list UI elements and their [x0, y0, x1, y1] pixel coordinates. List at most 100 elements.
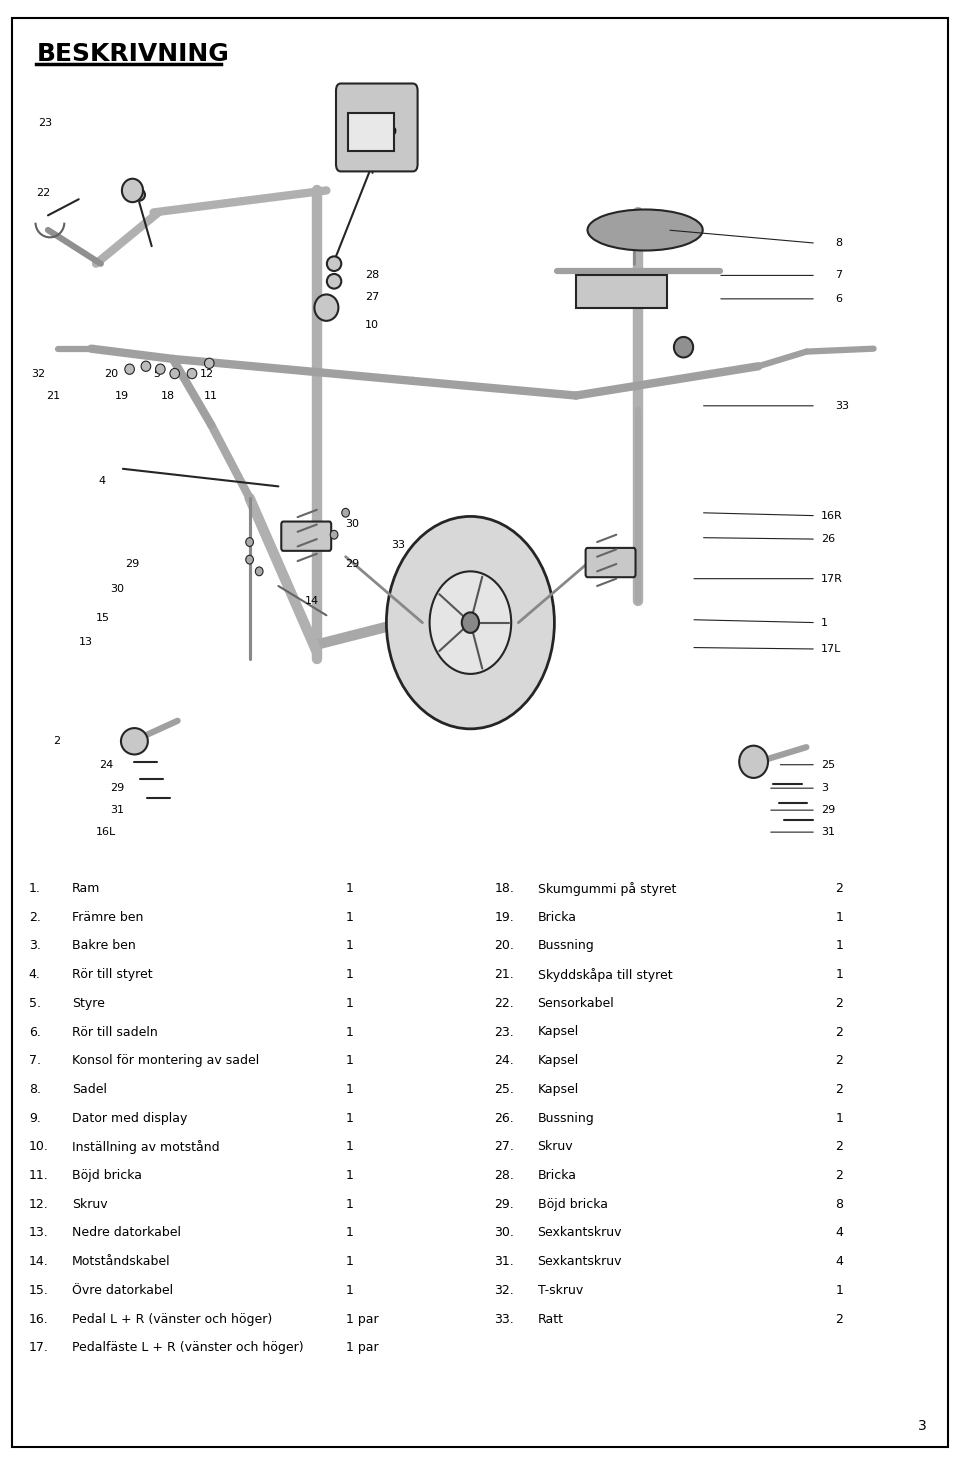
Text: 14.: 14.: [29, 1256, 49, 1269]
Text: 1 par: 1 par: [346, 1313, 378, 1326]
Text: Bakre ben: Bakre ben: [72, 939, 135, 952]
Text: 24.: 24.: [494, 1055, 515, 1067]
Text: 31: 31: [821, 828, 835, 837]
Text: 1: 1: [835, 939, 843, 952]
Text: 1 par: 1 par: [346, 1342, 378, 1354]
Text: 26: 26: [821, 535, 835, 544]
Text: Kapsel: Kapsel: [538, 1055, 579, 1067]
Text: 20.: 20.: [494, 939, 515, 952]
Text: 2: 2: [53, 737, 60, 746]
Ellipse shape: [255, 567, 263, 576]
Text: 20: 20: [104, 369, 118, 378]
FancyBboxPatch shape: [586, 548, 636, 577]
Text: 10.: 10.: [29, 1140, 49, 1153]
Ellipse shape: [462, 612, 479, 633]
Text: 1: 1: [835, 1112, 843, 1125]
Ellipse shape: [429, 571, 511, 674]
Text: 1: 1: [835, 911, 843, 923]
Text: Sensorkabel: Sensorkabel: [538, 996, 614, 1009]
Ellipse shape: [326, 256, 342, 271]
Text: Bussning: Bussning: [538, 1112, 594, 1125]
Text: 2: 2: [835, 1083, 843, 1096]
FancyBboxPatch shape: [281, 522, 331, 551]
Text: 19: 19: [115, 391, 130, 400]
Text: 6: 6: [835, 294, 842, 303]
Text: Rör till sadeln: Rör till sadeln: [72, 1026, 157, 1039]
Text: 4.: 4.: [29, 968, 40, 982]
Text: 3: 3: [918, 1418, 926, 1433]
Ellipse shape: [187, 368, 197, 379]
Text: 19.: 19.: [494, 911, 515, 923]
Text: 31.: 31.: [494, 1256, 515, 1269]
Text: 30: 30: [110, 585, 125, 593]
Text: 9: 9: [389, 127, 396, 136]
Text: 22.: 22.: [494, 996, 515, 1009]
Text: 1: 1: [346, 939, 353, 952]
Text: 22: 22: [36, 189, 51, 198]
Text: 2: 2: [835, 1313, 843, 1326]
Text: 1: 1: [346, 1140, 353, 1153]
Text: 4: 4: [99, 476, 106, 485]
Text: 13: 13: [79, 637, 93, 646]
Text: 1: 1: [346, 1026, 353, 1039]
Text: 1: 1: [821, 618, 828, 627]
Text: Motståndskabel: Motståndskabel: [72, 1256, 171, 1269]
Text: 3.: 3.: [29, 939, 40, 952]
Text: BESKRIVNING: BESKRIVNING: [36, 42, 229, 66]
Text: 7.: 7.: [29, 1055, 40, 1067]
Text: 2: 2: [835, 1169, 843, 1182]
Text: 2: 2: [835, 996, 843, 1009]
Text: 26.: 26.: [494, 1112, 515, 1125]
Text: 4: 4: [835, 1256, 843, 1269]
Text: Rör till styret: Rör till styret: [72, 968, 153, 982]
Text: 17R: 17R: [821, 574, 843, 583]
Text: 23.: 23.: [494, 1026, 515, 1039]
Text: 29.: 29.: [494, 1198, 515, 1210]
Text: 3: 3: [821, 784, 828, 793]
Text: Bricka: Bricka: [538, 911, 577, 923]
Ellipse shape: [386, 517, 555, 730]
Text: 1: 1: [346, 882, 353, 895]
Text: 18: 18: [161, 391, 176, 400]
Text: 1: 1: [346, 1283, 353, 1297]
Text: Pedalfäste L + R (vänster och höger): Pedalfäste L + R (vänster och höger): [72, 1342, 303, 1354]
Text: 27: 27: [365, 293, 379, 302]
Ellipse shape: [121, 728, 148, 754]
Text: 28.: 28.: [494, 1169, 515, 1182]
Text: 5: 5: [154, 369, 160, 378]
Text: 33: 33: [835, 401, 850, 410]
Text: 6.: 6.: [29, 1026, 40, 1039]
Text: Inställning av motstånd: Inställning av motstånd: [72, 1140, 220, 1154]
Ellipse shape: [342, 508, 349, 517]
Text: Böjd bricka: Böjd bricka: [538, 1198, 608, 1210]
Text: 13.: 13.: [29, 1226, 49, 1239]
Text: Skruv: Skruv: [538, 1140, 573, 1153]
Text: 29: 29: [125, 560, 139, 568]
Text: 29: 29: [346, 560, 360, 568]
Text: 32.: 32.: [494, 1283, 515, 1297]
Text: 1: 1: [346, 911, 353, 923]
Text: Sexkantskruv: Sexkantskruv: [538, 1226, 622, 1239]
Text: 8: 8: [835, 239, 842, 248]
Text: Skyddskåpa till styret: Skyddskåpa till styret: [538, 968, 672, 982]
Text: Ram: Ram: [72, 882, 101, 895]
Text: Dator med display: Dator med display: [72, 1112, 187, 1125]
Text: 16R: 16R: [821, 511, 843, 520]
Text: Bussning: Bussning: [538, 939, 594, 952]
Text: Pedal L + R (vänster och höger): Pedal L + R (vänster och höger): [72, 1313, 273, 1326]
Text: 1: 1: [346, 996, 353, 1009]
Text: 1: 1: [835, 1283, 843, 1297]
Text: 7: 7: [835, 271, 842, 280]
Text: 1: 1: [346, 1226, 353, 1239]
Text: 1: 1: [835, 968, 843, 982]
Text: 2: 2: [835, 1055, 843, 1067]
Ellipse shape: [246, 538, 253, 546]
Text: 2: 2: [835, 1026, 843, 1039]
Text: Konsol för montering av sadel: Konsol för montering av sadel: [72, 1055, 259, 1067]
Text: Bricka: Bricka: [538, 1169, 577, 1182]
Bar: [348, 113, 394, 151]
Text: 15: 15: [96, 614, 110, 623]
Text: 27.: 27.: [494, 1140, 515, 1153]
Text: 18.: 18.: [494, 882, 515, 895]
Text: 32: 32: [32, 369, 46, 378]
